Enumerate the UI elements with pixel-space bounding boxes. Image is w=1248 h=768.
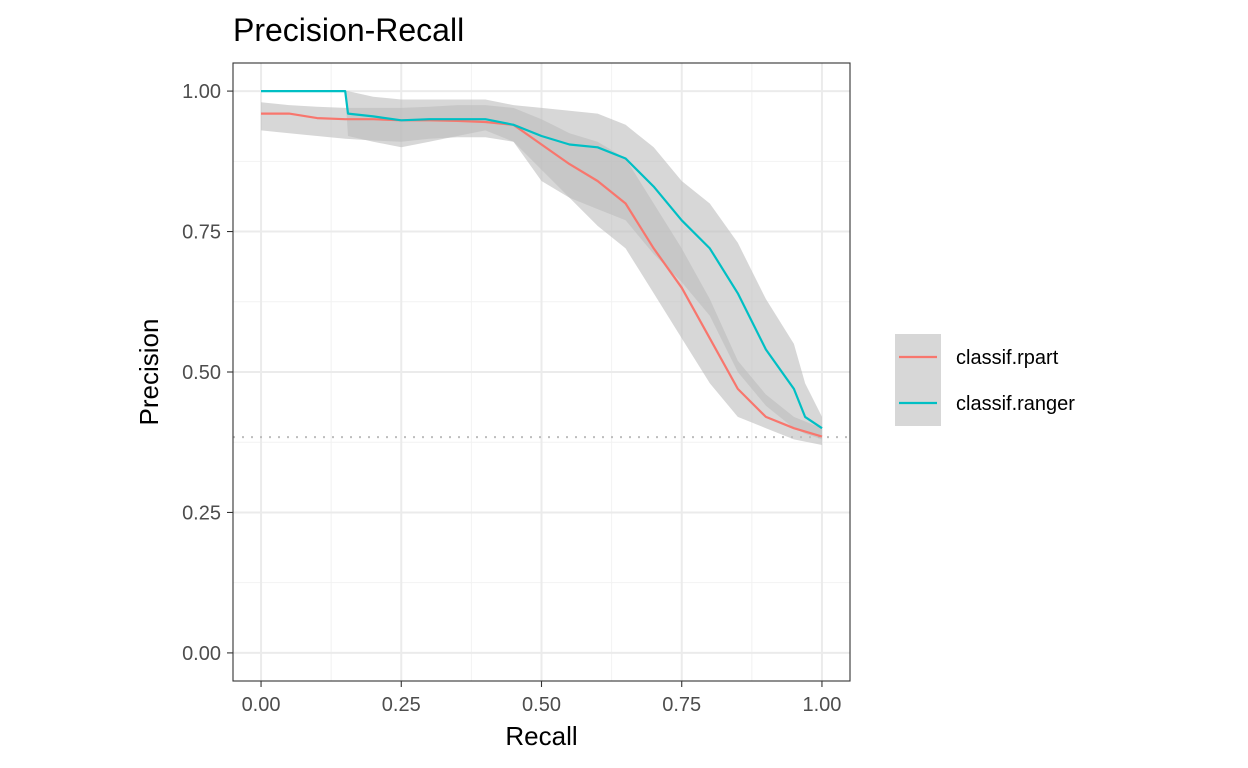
x-axis-ticks: 0.00 0.25 0.50 0.75 1.00 bbox=[242, 681, 841, 716]
legend-item-ranger: classif.ranger bbox=[895, 380, 1075, 426]
x-axis-title: Recall bbox=[505, 721, 577, 751]
x-tick-label-0: 0.00 bbox=[242, 694, 281, 716]
y-tick-label-2: 0.50 bbox=[182, 362, 221, 384]
chart-title: Precision-Recall bbox=[233, 12, 464, 48]
x-tick-label-4: 1.00 bbox=[802, 694, 841, 716]
y-tick-label-0: 0.00 bbox=[182, 643, 221, 665]
legend-label-ranger: classif.ranger bbox=[956, 393, 1075, 415]
legend: classif.rpart classif.ranger bbox=[895, 334, 1075, 426]
line-rpart bbox=[261, 112, 823, 438]
y-axis-title: Precision bbox=[134, 319, 164, 426]
y-axis-ticks: 0.00 0.25 0.50 0.75 1.00 bbox=[182, 81, 233, 665]
y-tick-label-1: 0.25 bbox=[182, 502, 221, 524]
x-tick-label-3: 0.75 bbox=[662, 694, 701, 716]
confidence-ribbons bbox=[261, 91, 822, 446]
x-tick-label-1: 0.25 bbox=[382, 694, 421, 716]
y-tick-label-4: 1.00 bbox=[182, 81, 221, 103]
series-lines bbox=[261, 89, 823, 438]
ribbon-rpart bbox=[261, 102, 822, 446]
y-tick-label-3: 0.75 bbox=[182, 222, 221, 244]
line-ranger bbox=[261, 89, 823, 430]
ribbon-ranger bbox=[261, 91, 822, 440]
x-tick-label-2: 0.50 bbox=[522, 694, 561, 716]
legend-label-rpart: classif.rpart bbox=[956, 347, 1059, 369]
legend-item-rpart: classif.rpart bbox=[895, 334, 1059, 380]
